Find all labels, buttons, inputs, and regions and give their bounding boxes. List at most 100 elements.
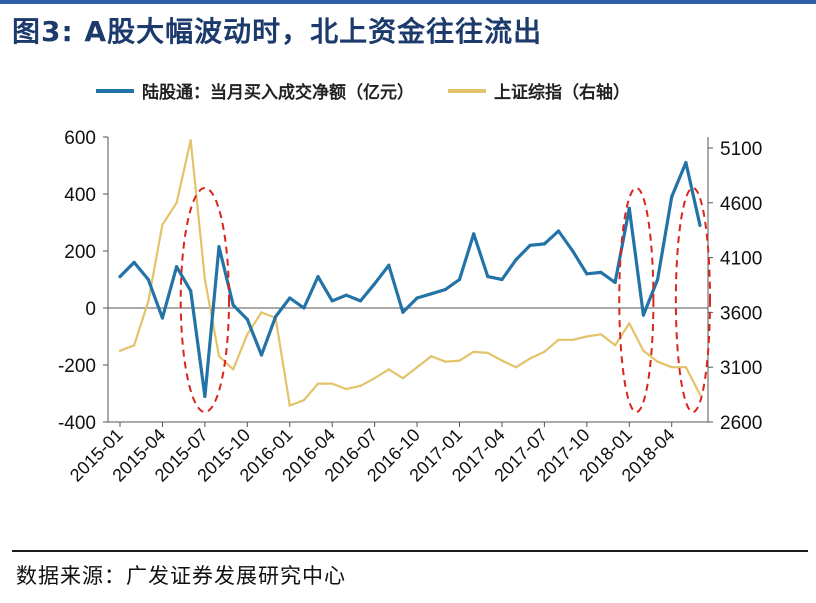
point-shanghai-index bbox=[316, 382, 320, 385]
point-northbound-flow bbox=[146, 277, 150, 282]
point-northbound-flow bbox=[486, 275, 490, 279]
point-shanghai-index bbox=[444, 360, 447, 363]
top-rule bbox=[0, 0, 816, 4]
point-northbound-flow bbox=[500, 277, 504, 282]
point-shanghai-index bbox=[246, 333, 249, 336]
point-shanghai-index bbox=[458, 359, 461, 362]
y-right-tick-label: 3100 bbox=[720, 358, 762, 379]
point-shanghai-index bbox=[628, 322, 631, 325]
point-northbound-flow bbox=[613, 280, 617, 284]
point-northbound-flow bbox=[118, 275, 122, 279]
y-left-tick-label: -400 bbox=[58, 413, 96, 434]
point-northbound-flow bbox=[698, 223, 702, 227]
point-shanghai-index bbox=[557, 338, 560, 341]
bottom-rule bbox=[12, 550, 808, 552]
point-northbound-flow bbox=[387, 263, 391, 267]
point-shanghai-index bbox=[288, 404, 291, 407]
point-shanghai-index bbox=[670, 365, 673, 369]
y-left-tick-label: 600 bbox=[64, 128, 96, 149]
point-northbound-flow bbox=[585, 272, 589, 276]
point-shanghai-index bbox=[260, 311, 263, 314]
point-northbound-flow bbox=[344, 293, 348, 297]
point-shanghai-index bbox=[500, 359, 504, 362]
point-shanghai-index bbox=[571, 338, 574, 341]
point-shanghai-index bbox=[387, 368, 390, 371]
point-northbound-flow bbox=[415, 296, 419, 300]
series-line-shanghai-index bbox=[119, 139, 701, 407]
point-shanghai-index bbox=[529, 357, 532, 360]
point-shanghai-index bbox=[345, 387, 348, 391]
point-shanghai-index bbox=[415, 365, 419, 369]
point-shanghai-index bbox=[599, 333, 603, 336]
point-northbound-flow bbox=[401, 310, 405, 314]
y-left-tick-label: 400 bbox=[64, 185, 96, 206]
point-shanghai-index bbox=[231, 368, 235, 371]
point-shanghai-index bbox=[642, 349, 645, 352]
y-right-tick-label: 5100 bbox=[720, 139, 762, 160]
y-left-tick-label: 0 bbox=[85, 299, 96, 320]
point-shanghai-index bbox=[330, 382, 334, 385]
point-shanghai-index bbox=[585, 335, 589, 338]
point-northbound-flow bbox=[514, 257, 518, 262]
point-shanghai-index bbox=[514, 365, 518, 369]
point-northbound-flow bbox=[599, 270, 603, 274]
point-northbound-flow bbox=[160, 316, 165, 320]
y-right-tick-label: 3600 bbox=[720, 303, 762, 324]
point-northbound-flow bbox=[274, 314, 278, 319]
legend-item-gold: 上证综指（右轴） bbox=[448, 78, 630, 103]
y-right-tick-label: 2600 bbox=[720, 413, 762, 434]
point-shanghai-index bbox=[132, 344, 136, 347]
point-northbound-flow bbox=[655, 277, 660, 282]
point-northbound-flow bbox=[174, 265, 179, 269]
legend-label-blue: 陆股通：当月买入成交净额（亿元） bbox=[142, 83, 414, 103]
y-right-tick-label: 4100 bbox=[720, 249, 762, 270]
legend-swatch-gold bbox=[448, 88, 486, 93]
series-line-northbound-flow bbox=[118, 161, 702, 398]
point-northbound-flow bbox=[302, 306, 306, 310]
point-shanghai-index bbox=[359, 384, 362, 388]
point-shanghai-index bbox=[430, 355, 433, 358]
point-shanghai-index bbox=[613, 344, 617, 347]
point-shanghai-index bbox=[373, 376, 376, 380]
point-northbound-flow bbox=[542, 242, 546, 246]
point-northbound-flow bbox=[457, 277, 462, 282]
point-northbound-flow bbox=[429, 292, 433, 296]
point-shanghai-index bbox=[175, 201, 178, 204]
point-shanghai-index bbox=[217, 355, 221, 358]
point-northbound-flow bbox=[528, 243, 532, 247]
point-shanghai-index bbox=[472, 350, 475, 354]
point-northbound-flow bbox=[259, 353, 264, 357]
point-shanghai-index bbox=[189, 139, 192, 142]
point-northbound-flow bbox=[472, 232, 476, 236]
point-northbound-flow bbox=[627, 206, 631, 210]
point-northbound-flow bbox=[443, 287, 447, 292]
highlight-ellipse bbox=[179, 187, 231, 413]
point-northbound-flow bbox=[330, 299, 334, 303]
legend-item-blue: 陆股通：当月买入成交净额（亿元） bbox=[96, 78, 414, 103]
chart-area: 600 400 200 0 -200 -400 5100 4600 4100 3600 3100 26… bbox=[58, 128, 762, 486]
point-northbound-flow bbox=[189, 289, 193, 293]
point-northbound-flow bbox=[641, 313, 646, 317]
point-northbound-flow bbox=[245, 317, 249, 321]
point-shanghai-index bbox=[656, 360, 659, 363]
point-shanghai-index bbox=[118, 349, 122, 352]
point-shanghai-index bbox=[698, 393, 702, 396]
point-shanghai-index bbox=[302, 398, 306, 402]
point-shanghai-index bbox=[543, 350, 546, 354]
point-shanghai-index bbox=[486, 351, 490, 355]
legend-label-gold: 上证综指（右轴） bbox=[494, 83, 630, 103]
highlight-ellipse bbox=[618, 187, 655, 413]
source-note: 数据来源：广发证券发展研究中心 bbox=[16, 564, 346, 588]
legend: 陆股通：当月买入成交净额（亿元） 上证综指（右轴） bbox=[96, 78, 664, 103]
point-northbound-flow bbox=[670, 195, 674, 199]
legend-swatch-blue bbox=[96, 88, 134, 93]
point-shanghai-index bbox=[203, 278, 207, 281]
point-northbound-flow bbox=[684, 161, 688, 165]
point-shanghai-index bbox=[161, 223, 164, 226]
point-northbound-flow bbox=[132, 260, 136, 264]
y-right-tick-label: 4600 bbox=[720, 194, 762, 215]
highlight-ellipse bbox=[674, 187, 711, 413]
point-shanghai-index bbox=[147, 300, 150, 303]
point-northbound-flow bbox=[373, 282, 377, 286]
point-shanghai-index bbox=[684, 365, 688, 369]
